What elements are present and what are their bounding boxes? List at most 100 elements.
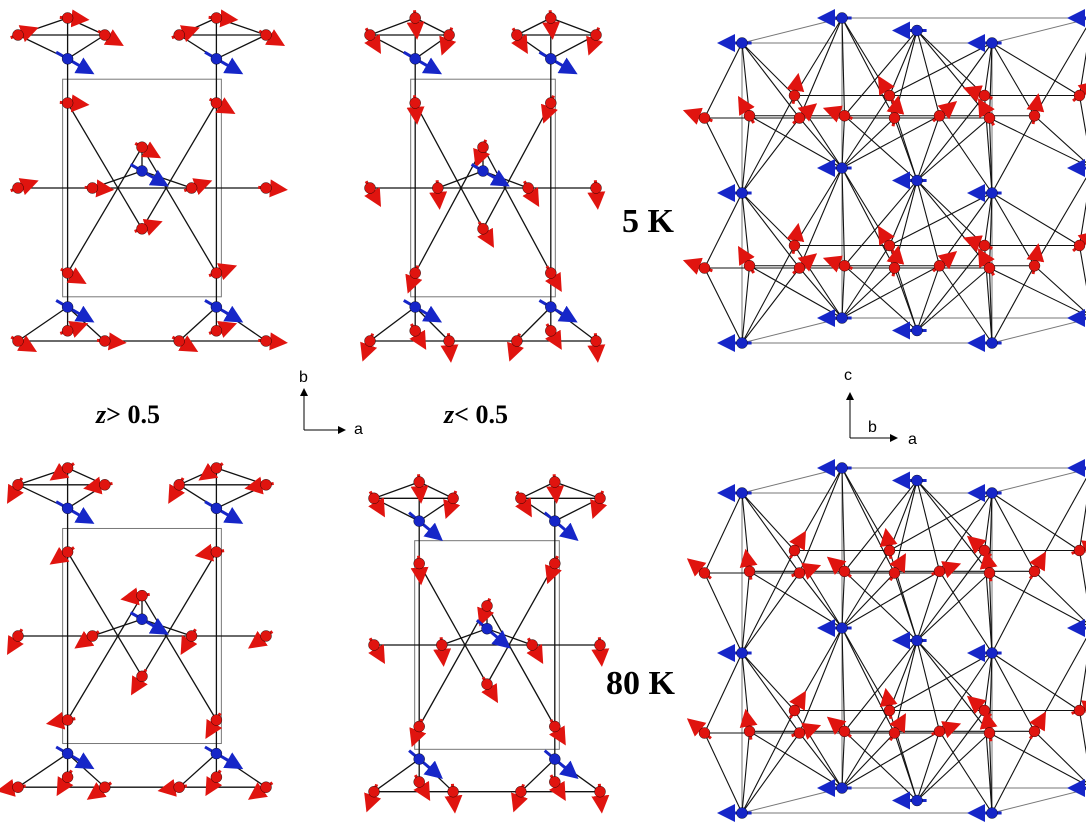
bond-15 [67,306,106,342]
bond3d-26 [741,572,800,654]
site-a-atom-1 [61,12,74,24]
bond-3 [414,17,450,36]
bond3d-86 [916,267,990,331]
site-a-atom-3d-4 [838,565,851,578]
bond3d-13 [916,480,985,551]
site-b-atom-3d-10 [736,807,748,819]
bond3d-52 [916,640,941,732]
bond3d-68 [1034,177,1086,267]
site-b-atom-1 [210,53,223,65]
site-a-atom-3d-2 [788,89,801,102]
site-a-atom-16 [590,335,602,347]
bond-5 [216,467,267,486]
bond3d-20 [991,42,1080,96]
site-a-atom-3d-0 [698,112,711,124]
bond3d-70 [704,267,743,344]
site-a-atom-14 [515,786,527,798]
bond3d-79 [841,732,895,789]
cell-edge-s2 [991,788,1086,814]
bond-10 [414,102,484,230]
site-b-atom-3d-1 [836,462,848,474]
site-a-atom-8 [136,141,148,153]
site-b-atom-3d-12 [911,794,923,807]
site-a-atom-3d-18 [888,727,901,739]
site-a-atom-5 [590,29,602,41]
site-a-atom-17 [61,714,74,726]
bond3d-42 [841,167,895,269]
site-b-atom-1 [545,53,557,65]
bond-20 [216,484,267,509]
bond3d-84 [916,731,941,801]
bond3d-85 [916,245,985,331]
bond3d-40 [841,627,846,732]
bond3d-17 [983,42,993,96]
site-a-atom-0 [12,29,24,41]
bond-11 [141,551,217,677]
bond3d-80 [841,265,940,319]
bond3d-30 [741,652,800,734]
site-a-atom-10 [260,630,272,642]
bond3d-89 [988,732,993,814]
site-a-atom-13 [99,781,111,793]
site-a-atom-0 [368,492,380,504]
bond3d-60 [939,652,993,732]
site-b-atom-0 [61,502,74,515]
bond3d-58 [991,571,1035,654]
site-a-atom-15 [210,771,223,783]
site-a-atom-3d-12 [698,262,711,274]
bond3d-2 [741,492,795,551]
site-b-atom-3 [61,301,74,313]
bond-11 [482,102,552,230]
bond-14 [373,758,420,793]
site-a-atom-21 [136,670,148,683]
site-a-atom-3d-14 [788,239,801,252]
site-a-atom-11 [12,335,24,347]
site-b-atom-2 [481,623,493,635]
site-a-atom-13 [447,786,459,798]
site-b-atom-3d-8 [986,187,998,199]
bond3d-5 [798,17,843,119]
site-b-atom-4 [545,301,557,313]
site-a-atom-3d-10 [1028,110,1041,122]
site-a-atom-18 [210,714,223,726]
bond3d-32 [794,95,843,169]
bond3d-87 [939,731,993,814]
site-a-atom-21 [477,223,489,235]
site-a-atom-17 [61,267,74,279]
site-a-atom-4 [210,462,223,474]
bond-20 [216,34,267,60]
bond-18 [373,497,420,522]
site-a-atom-1 [61,462,74,474]
site-a-atom-7 [86,182,99,194]
site-b-atom-4 [549,753,561,765]
bond3d-2 [741,42,795,96]
bond3d-12 [916,30,941,116]
cell-edge-s3 [741,317,843,344]
bond3d-9 [844,480,918,572]
bond3d-54 [916,180,990,269]
site-a-atom-6 [364,182,376,194]
site-a-atom-3d-6 [888,112,901,124]
site-a-atom-3d-3 [793,112,806,124]
bond3d-29 [741,192,795,246]
bond3d-64 [991,652,1080,711]
bond3d-26 [741,117,800,194]
site-a-atom-0 [12,479,24,491]
bond3d-7 [841,467,890,551]
site-a-atom-3d-11 [1073,544,1086,557]
bond3d-73 [741,732,800,814]
site-a-atom-21 [136,223,148,235]
bond3d-76 [799,732,843,789]
site-a-atom-19 [409,97,421,109]
site-a-atom-3d-5 [883,544,896,557]
bond3d-91 [989,732,1086,786]
bond3d-43 [844,115,918,181]
bond3d-21 [1034,27,1086,117]
bond-23 [141,170,192,189]
site-a-atom-2 [443,29,455,41]
bond3d-58 [991,115,1035,194]
site-b-atom-3d-0 [736,487,748,499]
bond3d-83 [893,732,918,801]
site-a-atom-9 [185,182,198,194]
site-b-atom-3d-5 [736,187,748,199]
